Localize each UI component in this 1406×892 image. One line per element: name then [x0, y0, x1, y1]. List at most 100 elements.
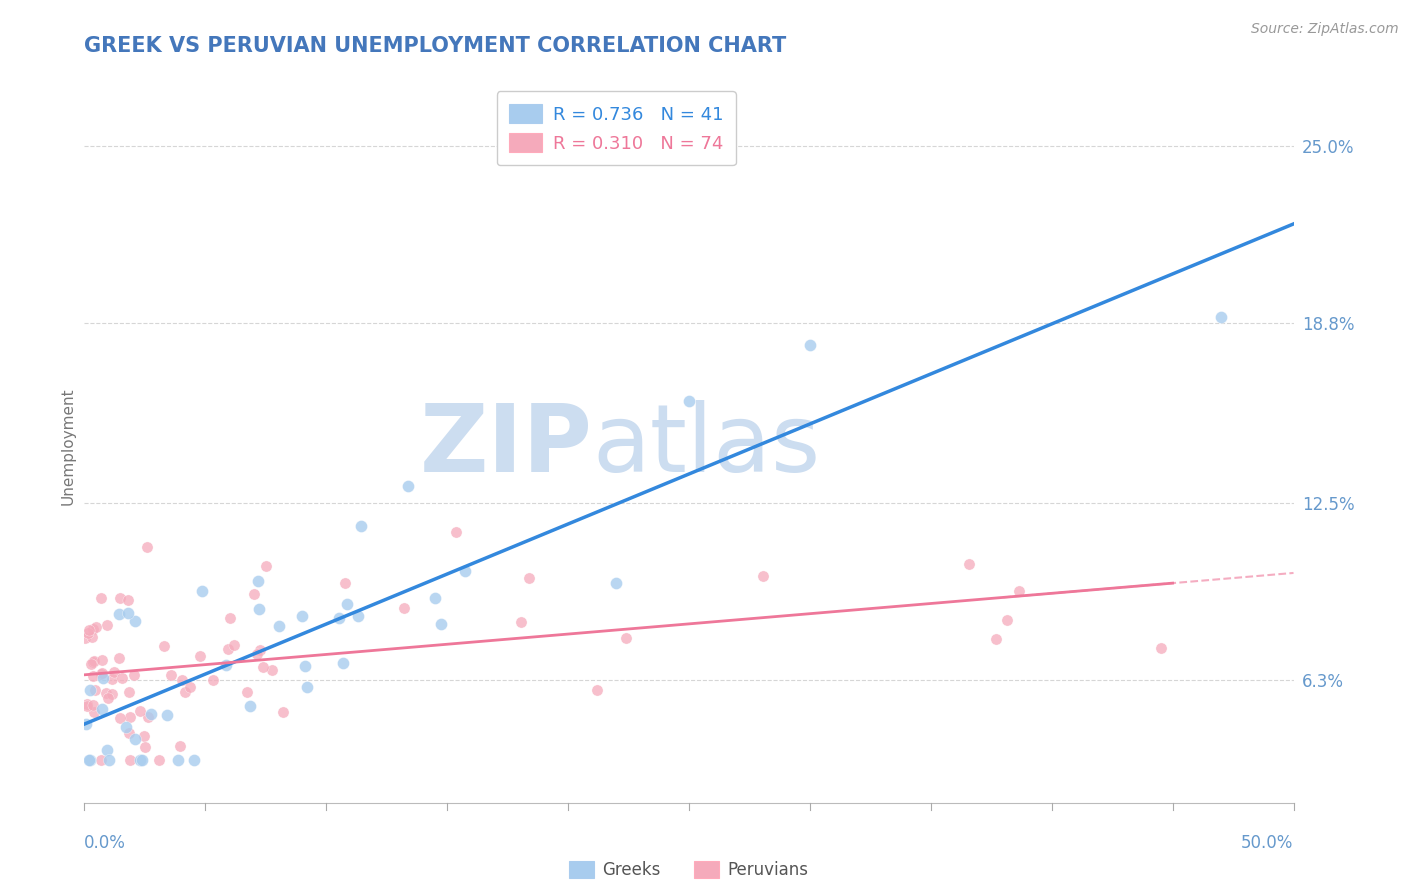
Point	[100, 672, 122, 686]
Point	[76, 698, 98, 712]
Point	[1150, 640, 1173, 655]
Point	[336, 597, 359, 611]
Point	[108, 607, 131, 621]
Point	[117, 606, 139, 620]
Point	[423, 591, 446, 605]
Text: 50.0%: 50.0%	[1241, 834, 1294, 852]
Point	[117, 684, 139, 698]
Point	[224, 638, 246, 652]
Point	[90, 591, 112, 605]
Point	[118, 710, 141, 724]
Point	[678, 394, 700, 409]
Point	[108, 651, 131, 665]
Point	[997, 613, 1019, 627]
Point	[328, 611, 350, 625]
Point	[153, 639, 176, 653]
Point	[159, 668, 181, 682]
Text: atlas: atlas	[592, 400, 821, 492]
Point	[170, 673, 193, 688]
Point	[120, 753, 142, 767]
Point	[396, 479, 419, 493]
Point	[79, 623, 101, 637]
Point	[80, 630, 103, 644]
Point	[183, 753, 205, 767]
Point	[260, 663, 283, 677]
Point	[752, 568, 775, 582]
Point	[166, 753, 188, 767]
Point	[75, 631, 97, 645]
Text: GREEK VS PERUVIAN UNEMPLOYMENT CORRELATION CHART: GREEK VS PERUVIAN UNEMPLOYMENT CORRELATI…	[84, 36, 786, 55]
Point	[169, 739, 191, 753]
Point	[215, 658, 238, 673]
Point	[254, 558, 277, 573]
Point	[111, 671, 134, 685]
Point	[1209, 310, 1232, 324]
Point	[136, 541, 159, 555]
Point	[191, 583, 214, 598]
Point	[98, 753, 121, 767]
Point	[134, 739, 156, 754]
Legend: Greeks, Peruvians: Greeks, Peruvians	[561, 853, 817, 888]
Point	[247, 602, 270, 616]
Point	[243, 587, 266, 601]
Point	[444, 524, 467, 539]
Point	[129, 704, 152, 718]
Point	[97, 690, 120, 705]
Point	[129, 753, 152, 767]
Point	[156, 707, 179, 722]
Point	[219, 611, 242, 625]
Point	[83, 705, 105, 719]
Point	[83, 654, 105, 668]
Point	[239, 699, 262, 714]
Point	[82, 698, 104, 712]
Point	[430, 616, 453, 631]
Y-axis label: Unemployment: Unemployment	[60, 387, 76, 505]
Point	[333, 575, 356, 590]
Point	[148, 753, 170, 767]
Point	[90, 702, 112, 716]
Point	[90, 667, 112, 681]
Text: 0.0%: 0.0%	[84, 834, 127, 852]
Point	[454, 564, 477, 578]
Point	[332, 656, 354, 670]
Point	[136, 710, 159, 724]
Point	[79, 753, 101, 767]
Point	[799, 338, 821, 352]
Point	[614, 631, 637, 645]
Text: ZIP: ZIP	[419, 400, 592, 492]
Point	[96, 618, 118, 632]
Point	[249, 642, 271, 657]
Point	[392, 601, 415, 615]
Point	[957, 558, 980, 572]
Point	[79, 683, 101, 698]
Point	[291, 609, 314, 624]
Point	[267, 619, 290, 633]
Point	[75, 717, 97, 731]
Point	[509, 615, 531, 630]
Point	[347, 609, 370, 624]
Point	[93, 671, 115, 685]
Point	[124, 668, 146, 682]
Point	[96, 743, 118, 757]
Point	[79, 753, 101, 767]
Point	[247, 574, 270, 589]
Point	[236, 684, 259, 698]
Point	[82, 655, 104, 669]
Point	[90, 753, 112, 767]
Point	[1008, 584, 1031, 599]
Point	[201, 673, 224, 687]
Point	[90, 653, 112, 667]
Point	[350, 518, 373, 533]
Point	[174, 685, 197, 699]
Point	[80, 657, 103, 672]
Point	[90, 666, 112, 681]
Point	[605, 575, 627, 590]
Point	[76, 699, 98, 714]
Point	[84, 620, 107, 634]
Point	[252, 659, 274, 673]
Point	[96, 686, 118, 700]
Point	[132, 729, 155, 743]
Point	[103, 665, 125, 680]
Point	[294, 659, 316, 673]
Point	[84, 683, 107, 698]
